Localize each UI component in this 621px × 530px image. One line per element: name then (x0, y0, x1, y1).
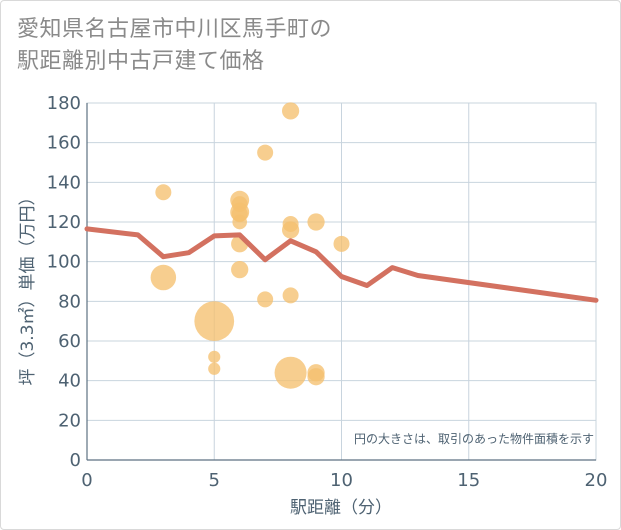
x-tick-label: 0 (81, 470, 92, 491)
data-bubble (274, 356, 307, 389)
x-tick-label: 10 (330, 470, 353, 491)
chart-title-line2: 駅距離別中古戸建て価格 (17, 49, 265, 74)
y-tick-label: 100 (47, 252, 81, 273)
data-bubble (281, 102, 300, 120)
x-axis-label: 駅距離（分） (290, 498, 392, 518)
chart-title: 愛知県名古屋市中川区馬手町の 駅距離別中古戸建て価格 (17, 14, 332, 78)
x-tick-label: 5 (209, 470, 220, 491)
y-tick-label: 40 (58, 371, 81, 392)
y-tick-label: 180 (47, 93, 81, 114)
y-tick-label: 0 (70, 450, 81, 471)
x-tick-label: 20 (585, 470, 608, 491)
bubbles (150, 102, 350, 389)
trend-lines (84, 226, 599, 303)
y-axis-label: 坪（3.3㎡）単価（万円） (18, 188, 38, 385)
data-bubble (150, 264, 177, 291)
data-bubble (307, 213, 325, 231)
data-bubble (257, 291, 274, 308)
data-bubble (155, 184, 172, 201)
grid (86, 102, 597, 461)
ticks: 0 20 40 60 80 100 120 140 160 180 0 5 10 15 20 (47, 93, 608, 491)
data-bubble (307, 368, 325, 386)
data-bubble (257, 144, 274, 161)
data-bubble (282, 287, 299, 304)
average-price-line (84, 226, 599, 303)
data-bubble (232, 214, 248, 230)
y-tick-label: 60 (58, 331, 81, 352)
y-tick-label: 160 (47, 133, 81, 154)
size-note: 円の大きさは、取引のあった物件面積を示す (354, 431, 594, 446)
y-tick-label: 120 (47, 212, 81, 233)
chart-title-line1: 愛知県名古屋市中川区馬手町の (17, 17, 333, 42)
data-bubble (231, 260, 249, 279)
y-tick-label: 140 (47, 172, 81, 193)
data-bubble (208, 362, 221, 375)
data-bubble (333, 235, 350, 252)
y-tick-label: 80 (58, 291, 81, 312)
data-bubble (208, 350, 221, 363)
data-bubble (194, 301, 235, 342)
x-tick-label: 15 (457, 470, 480, 491)
data-bubble (281, 221, 300, 239)
y-tick-label: 20 (58, 410, 81, 431)
